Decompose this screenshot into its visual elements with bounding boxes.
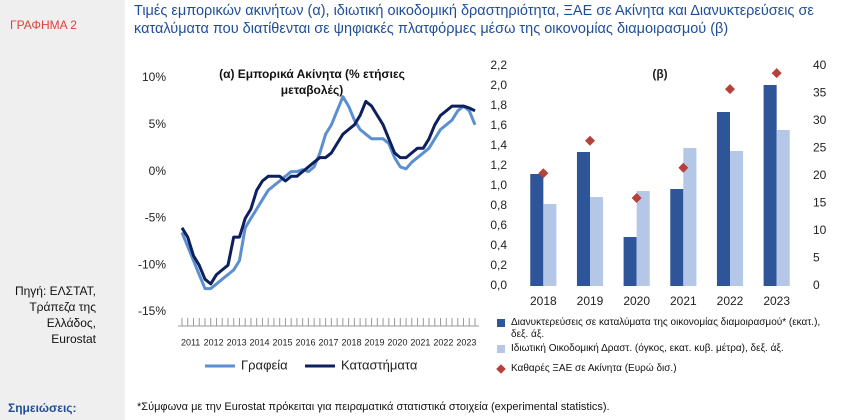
legend-swatch <box>497 345 505 353</box>
x-tick-label: 2014 <box>250 337 270 347</box>
y-tick-label: 5% <box>149 117 167 131</box>
y-tick-label: 0,2 <box>490 258 507 272</box>
bar <box>576 152 590 286</box>
bar <box>530 174 544 286</box>
x-tick-label: 2019 <box>364 337 384 347</box>
bar <box>716 112 730 286</box>
bar <box>683 148 697 286</box>
y-tick-label: 2,2 <box>490 58 507 72</box>
footnote: *Σύμφωνα με την Eurostat πρόκειται για π… <box>137 401 610 413</box>
y-tick-label: 1,4 <box>490 138 507 152</box>
x-tick-label: 2023 <box>763 294 790 308</box>
bar <box>623 237 637 286</box>
side-panel <box>0 0 125 420</box>
y-tick-label: 5 <box>813 251 820 265</box>
marker <box>725 84 735 95</box>
y-tick-label: 1,8 <box>490 98 507 112</box>
y-tick-label: 10% <box>142 70 166 84</box>
marker <box>678 162 689 173</box>
bar <box>590 197 604 286</box>
legend: Διανυκτερεύσεις σε καταλύματα της οικονο… <box>496 317 837 377</box>
legend-item: Διανυκτερεύσεις σε καταλύματα της οικονο… <box>497 317 837 341</box>
bar <box>636 191 650 286</box>
y-tick-label: 1,0 <box>490 178 507 192</box>
bar <box>730 151 744 286</box>
x-tick-label: 2016 <box>296 337 316 347</box>
y-tick-label: 0,8 <box>490 198 507 212</box>
y-tick-label: 15 <box>813 196 827 210</box>
y-tick-label: 0% <box>149 164 167 178</box>
figure-label: ΓΡΑΦΗΜΑ 2 <box>10 18 77 32</box>
x-tick-label: 2023 <box>456 337 476 347</box>
y-tick-label: 25 <box>813 141 827 155</box>
x-tick-label: 2020 <box>387 337 407 347</box>
notes-area <box>125 393 859 420</box>
source: Πηγή: ΕΛΣΤΑΤ, Τράπεζα της Ελλάδος, Euros… <box>14 284 96 346</box>
y-tick-label: 40 <box>813 58 827 72</box>
legend-swatch <box>497 319 505 327</box>
y-tick-label: 20 <box>813 168 827 182</box>
x-tick-label: 2021 <box>670 294 697 308</box>
bar <box>543 204 557 286</box>
y-tick-label: -5% <box>145 211 167 225</box>
y-tick-label: 1,2 <box>490 158 507 172</box>
legend-swatch <box>496 364 506 374</box>
marker <box>585 135 595 146</box>
marker <box>771 68 782 79</box>
x-tick-label: 2018 <box>341 337 361 347</box>
line <box>180 99 476 286</box>
x-tick-label: 2022 <box>717 294 744 308</box>
notes-label: Σημειώσεις: <box>8 401 77 415</box>
y-tick-label: 0,0 <box>490 278 507 292</box>
line <box>180 95 477 291</box>
x-tick-label: 2022 <box>433 337 453 347</box>
legend-label: Γραφεία <box>241 357 288 372</box>
bar <box>670 189 684 286</box>
x-tick-label: 2020 <box>623 294 650 308</box>
x-tick-label: 2013 <box>227 337 247 347</box>
y-tick-label: 10 <box>813 223 827 237</box>
figure-title: Τιμές εμπορικών ακινήτων (α), ιδιωτική ο… <box>134 3 814 37</box>
y-tick-label: 30 <box>813 113 827 127</box>
y-tick-label: 35 <box>813 86 827 100</box>
marker <box>631 193 642 203</box>
y-tick-label: 1,6 <box>490 118 507 132</box>
bar <box>776 130 790 286</box>
legend-item: Ιδιωτική Οικοδομική Δραστ. (όγκος, εκατ.… <box>497 343 837 355</box>
x-tick-label: 2017 <box>318 337 338 347</box>
bar <box>763 85 777 286</box>
chart-title: (β) <box>652 67 667 81</box>
y-tick-label: 0 <box>813 278 820 292</box>
x-tick-label: 2015 <box>273 337 293 347</box>
marker <box>538 168 549 179</box>
x-tick-label: 2012 <box>204 337 224 347</box>
x-tick-label: 2019 <box>577 294 604 308</box>
y-tick-label: -10% <box>138 257 166 271</box>
y-tick-label: 2,0 <box>490 78 507 92</box>
y-tick-label: 0,6 <box>490 218 507 232</box>
y-tick-label: 0,4 <box>490 238 507 252</box>
x-tick-label: 2018 <box>530 294 557 308</box>
legend-item: Καθαρές ΞΑΕ σε Ακίνητα (Ευρώ δισ.) <box>496 363 837 375</box>
chart-title: (α) Εμπορικά Ακίνητα (% ετήσιες μεταβολέ… <box>219 67 405 97</box>
legend-label: Διανυκτερεύσεις σε καταλύματα της οικονο… <box>511 317 821 340</box>
x-tick-label: 2011 <box>181 337 200 347</box>
x-tick-label: 2021 <box>410 337 430 347</box>
legend-label: Ιδιωτική Οικοδομική Δραστ. (όγκος, εκατ.… <box>511 343 784 354</box>
legend-label: Καταστήματα <box>341 357 418 372</box>
legend-label: Καθαρές ΞΑΕ σε Ακίνητα (Ευρώ δισ.) <box>511 363 677 374</box>
y-tick-label: -15% <box>138 304 166 318</box>
